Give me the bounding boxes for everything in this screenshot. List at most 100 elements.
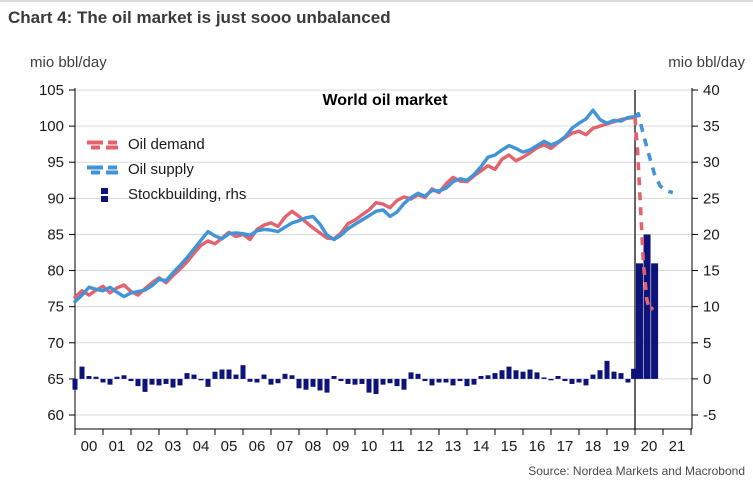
stockbuilding-bar [604,360,610,379]
left-axis-tick-label: 70 [47,335,64,352]
stockbuilding-bar [72,378,78,390]
stockbuilding-bars [72,234,659,395]
stockbuilding-bar [380,378,386,385]
stockbuilding-bar [548,378,554,381]
x-axis-tick-label: 13 [445,438,462,455]
stockbuilding-bar [401,378,407,390]
stockbuilding-bar [331,376,337,379]
stockbuilding-bar [93,376,99,379]
stockbuilding-bar [611,371,617,379]
stockbuilding-bar [79,366,85,379]
legend-label: Oil supply [128,161,194,178]
right-axis-tick-label: 25 [703,190,720,207]
stockbuilding-bar [359,378,365,384]
stockbuilding-bar [485,375,491,379]
left-axis-tick-label: 90 [47,190,64,207]
stockbuilding-bar [149,378,155,385]
stockbuilding-bar [282,373,288,379]
stockbuilding-bar [219,369,225,379]
right-axis-tick-label: 15 [703,263,720,280]
stockbuilding-bar [198,378,204,381]
stockbuilding-bar [324,378,330,393]
stockbuilding-bar [422,378,428,382]
stockbuilding-bar [184,373,190,379]
stockbuilding-bar [471,378,477,385]
stockbuilding-bar [128,378,134,382]
page-title: Chart 4: The oil market is just sooo unb… [8,8,391,27]
oil-demand-line-icon [87,140,123,149]
left-axis-unit-label: mio bbl/day [30,54,107,71]
left-axis-tick-label: 75 [47,299,64,316]
stockbuilding-bar [338,378,344,382]
stockbuilding-bar [450,378,456,386]
left-axis-tick-label: 95 [47,154,64,171]
x-axis-tick-label: 09 [333,438,350,455]
stockbuilding-bar [597,370,603,379]
stockbuilding-bar [296,378,302,389]
stockbuilding-bar [520,371,526,379]
stockbuilding-bar [408,372,414,379]
oil-supply-forecast-line [633,112,674,195]
right-axis-tick-label: 40 [703,82,720,99]
stockbuilding-bar [590,374,596,379]
stockbuilding-bar [226,369,232,379]
right-axis-tick-label: 20 [703,226,720,243]
stockbuilding-bar [212,371,218,379]
legend-item-stockbuilding: Stockbuilding, rhs [86,182,246,207]
stockbuilding-bar [156,378,162,386]
stockbuilding-bar [457,378,463,382]
x-axis-tick-label: 01 [109,438,126,455]
stockbuilding-bar [247,378,253,382]
left-axis-tick-label: 100 [39,118,64,135]
stockbuilding-bar [534,372,540,379]
right-axis-tick-label: 30 [703,154,720,171]
right-axis-tick-label: 5 [703,335,711,352]
x-axis-tick-label: 11 [389,438,405,455]
stockbuilding-bar [268,378,274,385]
stockbuilding-bar [345,378,351,384]
x-axis-tick-label: 18 [585,438,602,455]
stockbuilding-bar [254,378,260,383]
stockbuilding-bar [317,378,323,391]
stockbuilding-bar [527,369,533,379]
legend-label: Oil demand [128,136,205,153]
stockbuilding-bar [651,263,659,379]
stockbuilding-bar [142,378,148,392]
oil-supply-line-icon [87,165,123,174]
legend-label: Stockbuilding, rhs [128,186,247,203]
x-axis-tick-label: 20 [641,438,658,455]
stockbuilding-bar [429,378,435,386]
x-axis-tick-label: 21 [669,438,686,455]
stockbuilding-bar [635,263,643,379]
source-text: Source: Nordea Markets and Macrobond [528,464,745,478]
stockbuilding-bar [310,378,316,387]
stockbuilding-bar [631,368,637,379]
x-axis-tick-label: 15 [501,438,518,455]
right-axis-unit-label: mio bbl/day [668,54,745,71]
stockbuilding-bar [569,378,575,384]
stockbuilding-bar [387,378,393,384]
stockbuilding-bar [114,376,120,379]
right-axis-tick-label: 10 [703,299,720,316]
stockbuilding-bar [506,366,512,379]
x-axis-tick-label: 14 [473,438,490,455]
stockbuilding-bar [464,378,470,387]
stockbuilding-bar [443,378,449,383]
x-axis-tick-label: 08 [305,438,322,455]
stockbuilding-bar [583,378,589,386]
legend-item-oil-demand: Oil demand [86,132,246,157]
x-axis-tick-label: 10 [361,438,378,455]
stockbuilding-bar [513,370,519,379]
x-axis-tick-label: 19 [613,438,630,455]
stockbuilding-bar [163,378,169,384]
left-axis-tick-label: 65 [47,371,64,388]
stockbuilding-bar [478,376,484,379]
stockbuilding-bar [625,378,631,383]
stockbuilding-bar [618,373,624,379]
stockbuilding-bar [555,376,561,379]
stockbuilding-bar [303,378,309,390]
left-axis-tick-label: 105 [39,82,64,99]
x-axis-tick-label: 03 [165,438,182,455]
